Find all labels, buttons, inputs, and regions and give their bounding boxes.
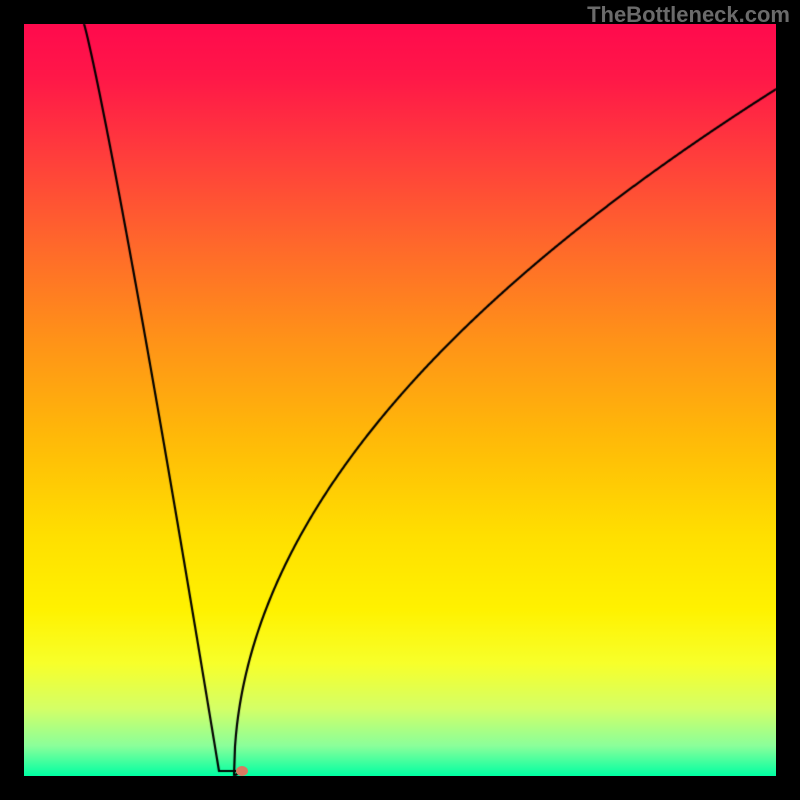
- optimal-point-marker: [236, 766, 248, 776]
- chart-plot-area: [24, 24, 776, 776]
- watermark-text: TheBottleneck.com: [587, 2, 790, 28]
